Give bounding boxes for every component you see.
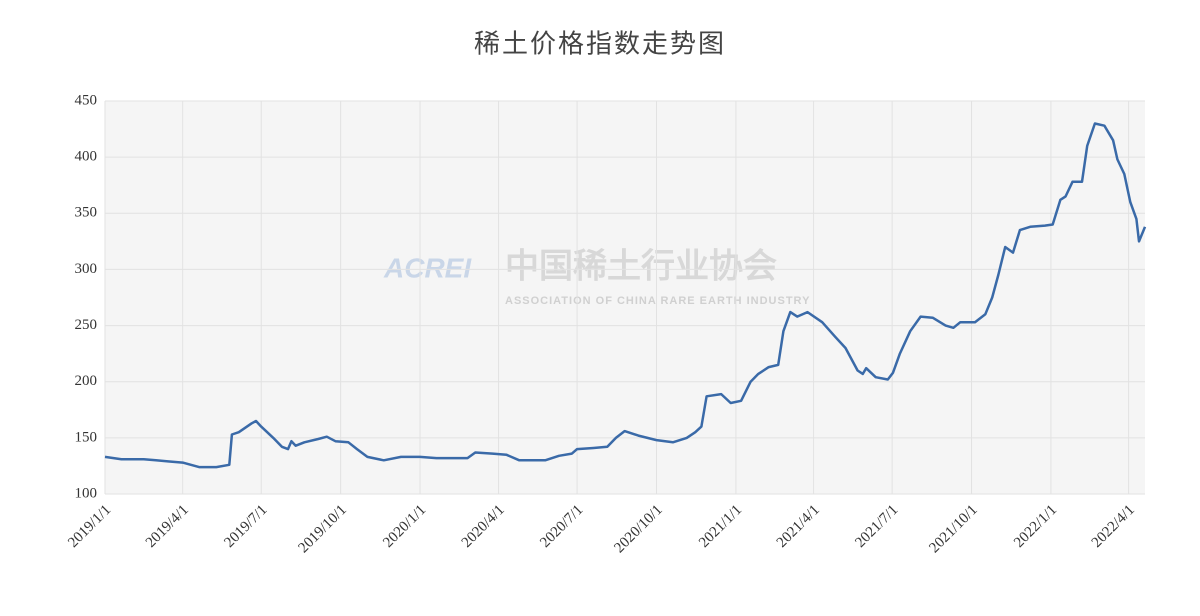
y-tick-label: 300 bbox=[75, 261, 98, 277]
watermark-name: 中国稀土行业协会 bbox=[505, 247, 777, 287]
x-tick-label: 2021/10/1 bbox=[926, 502, 980, 556]
y-tick-label: 450 bbox=[75, 92, 98, 108]
x-tick-label: 2022/4/1 bbox=[1089, 502, 1138, 551]
y-tick-label: 350 bbox=[75, 205, 98, 221]
y-tick-label: 250 bbox=[75, 317, 98, 333]
x-tick-label: 2019/10/1 bbox=[296, 502, 350, 556]
chart-title: 稀土价格指数走势图 bbox=[474, 30, 726, 60]
y-tick-label: 200 bbox=[75, 373, 98, 389]
x-tick-label: 2020/10/1 bbox=[611, 502, 665, 556]
y-tick-label: 400 bbox=[75, 149, 98, 165]
x-tick-label: 2021/7/1 bbox=[852, 502, 901, 551]
watermark: ACREI 中国稀土行业协会 ASSOCIATION OF CHINA RARE… bbox=[383, 247, 810, 307]
y-tick-label: 150 bbox=[75, 429, 98, 445]
x-tick-label: 2021/1/1 bbox=[696, 502, 745, 551]
x-tick-label: 2019/4/1 bbox=[143, 502, 192, 551]
x-tick-label: 2020/4/1 bbox=[459, 502, 508, 551]
line bbox=[104, 122, 1147, 469]
x-tick-label: 2019/1/1 bbox=[65, 502, 114, 551]
x-tick-label: 2022/1/1 bbox=[1011, 502, 1060, 551]
y-tick-label: 100 bbox=[75, 485, 98, 501]
x-tick-label: 2020/7/1 bbox=[537, 502, 586, 551]
watermark-logo: ACREI bbox=[383, 252, 472, 283]
watermark-english: ASSOCIATION OF CHINA RARE EARTH INDUSTRY bbox=[505, 295, 810, 307]
x-tick-label: 2021/4/1 bbox=[774, 502, 823, 551]
x-tick-label: 2020/1/1 bbox=[380, 502, 429, 551]
x-tick-label: 2019/7/1 bbox=[221, 502, 270, 551]
